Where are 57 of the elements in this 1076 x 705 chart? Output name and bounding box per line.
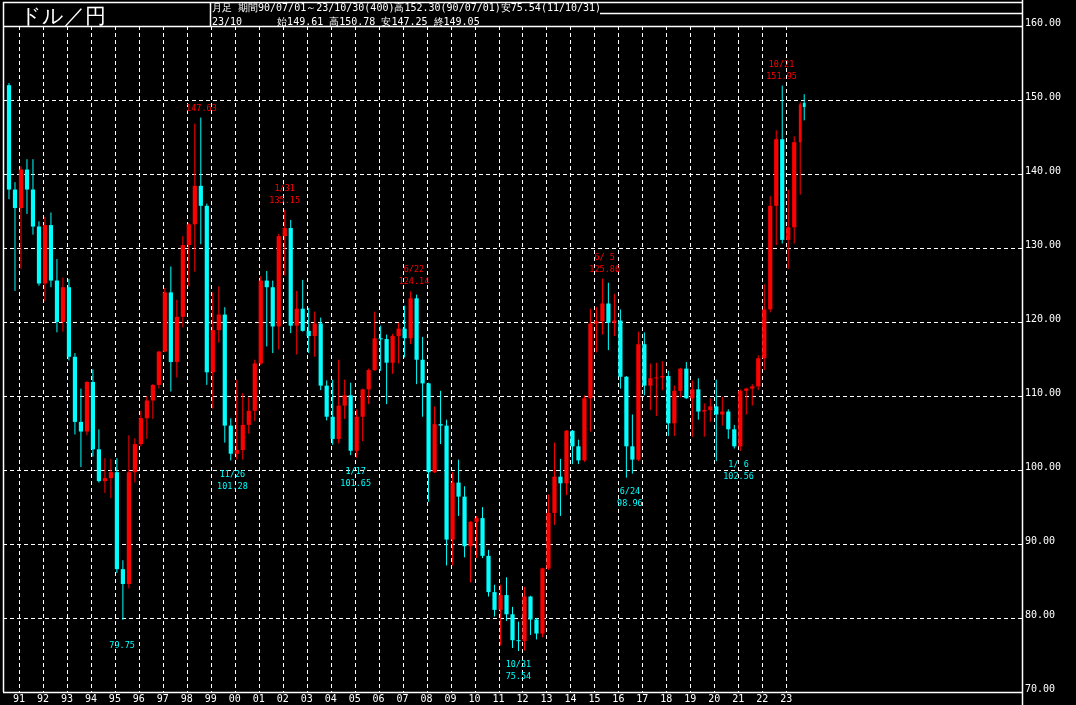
y-tick-label: 120.00 — [1025, 312, 1062, 324]
x-tick-label: 14 — [564, 693, 577, 704]
y-tick-label: 130.00 — [1025, 238, 1062, 250]
note: 10/21 151.95 — [766, 58, 797, 81]
x-tick-label: 07 — [396, 693, 409, 704]
note: 6/24 98.96 — [617, 485, 643, 508]
x-tick-label: 21 — [732, 693, 745, 704]
note: 10/31 75.54 — [505, 659, 532, 681]
header-note: 始149.61 高150.78 安147.25 終149.05 — [277, 15, 480, 27]
x-tick-label: 95 — [108, 693, 121, 704]
x-tick-label: 00 — [228, 693, 241, 704]
note: 1/31 135.15 — [269, 182, 300, 205]
x-tick-label: 20 — [708, 693, 721, 704]
x-tick-label: 03 — [300, 693, 313, 704]
note: 6/22 124.14 — [398, 264, 430, 287]
y-tick-label: 160.00 — [1025, 16, 1062, 28]
x-tick-label: 22 — [756, 693, 769, 704]
x-tick-label: 17 — [636, 693, 649, 704]
x-tick-label: 12 — [516, 693, 529, 704]
x-tick-label: 91 — [12, 693, 25, 704]
x-tick-label: 93 — [60, 693, 73, 704]
x-tick-label: 98 — [180, 693, 193, 704]
x-tick-label: 18 — [660, 693, 673, 704]
x-tick-label: 06 — [372, 693, 385, 704]
x-tick-label: 99 — [204, 693, 217, 704]
y-tick-label: 150.00 — [1025, 90, 1062, 102]
note: 147.63 — [186, 102, 217, 113]
y-tick-label: 110.00 — [1025, 386, 1062, 398]
y-tick-label: 100.00 — [1025, 460, 1062, 472]
x-tick-label: 19 — [684, 693, 697, 704]
x-tick-label: 05 — [348, 693, 361, 704]
x-tick-label: 16 — [612, 693, 625, 704]
y-tick-label: 70.00 — [1025, 682, 1056, 694]
x-tick-label: 04 — [324, 693, 337, 704]
x-tick-label: 08 — [420, 693, 433, 704]
x-tick-label: 11 — [492, 693, 505, 704]
x-tick-label: 01 — [252, 693, 265, 704]
title: ドル／円 — [20, 3, 106, 28]
note: 1/ 6 102.56 — [723, 459, 754, 482]
note: 6/ 5 125.86 — [589, 251, 621, 274]
y-tick-label: 140.00 — [1025, 164, 1062, 176]
x-tick-label: 10 — [468, 693, 481, 704]
header-note: 23/10 — [212, 15, 243, 27]
y-tick-label: 90.00 — [1025, 534, 1056, 546]
note: 79.75 — [109, 639, 135, 650]
x-tick-label: 92 — [36, 693, 49, 704]
x-tick-label: 15 — [588, 693, 601, 704]
x-tick-label: 02 — [276, 693, 289, 704]
x-tick-label: 09 — [444, 693, 457, 704]
subtitle: 月足 期間90/07/01～23/10/30(400)高152.30(90/07/01)安75.54(11/10/31) — [212, 2, 602, 13]
y-tick-label: 80.00 — [1025, 608, 1056, 620]
x-tick-label: 94 — [84, 693, 97, 704]
x-tick-label: 23 — [780, 693, 793, 704]
note: 11/26 101.28 — [217, 468, 248, 491]
x-tick-label: 13 — [540, 693, 553, 704]
x-tick-label: 96 — [132, 693, 145, 704]
x-tick-label: 97 — [156, 693, 169, 704]
